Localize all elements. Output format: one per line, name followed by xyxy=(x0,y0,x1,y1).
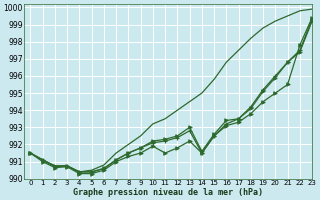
X-axis label: Graphe pression niveau de la mer (hPa): Graphe pression niveau de la mer (hPa) xyxy=(73,188,263,197)
